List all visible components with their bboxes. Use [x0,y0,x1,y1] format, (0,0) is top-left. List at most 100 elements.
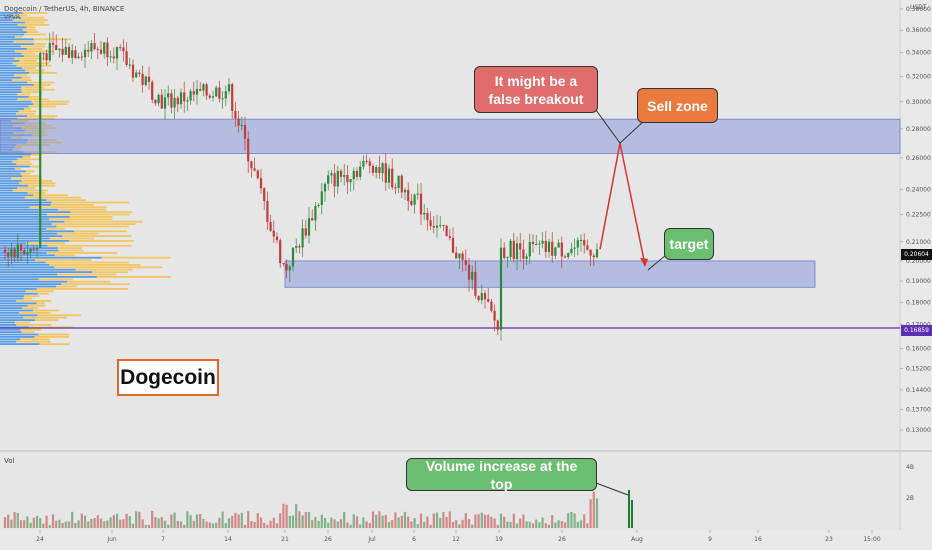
candle-body [208,95,211,98]
candle-body [266,201,269,222]
candle-body [589,249,592,256]
volume-bar [384,514,387,528]
volume-bar [461,519,464,528]
volume-profile [0,12,172,345]
vp-bar-up [0,201,52,204]
vp-bar-up [0,69,26,72]
candle-body [170,93,173,108]
candle-body [327,175,330,184]
volume-bar [547,524,551,528]
vp-bar-down [19,312,51,314]
vp-bar-up [0,91,22,93]
volume-callout: Volume increase at the top [406,458,597,492]
volume-bar [259,517,263,528]
vp-bar-up [0,16,22,19]
volume-bar [23,520,26,528]
volume-bar [77,520,80,528]
volume-bar [327,522,330,528]
y-tick-label: 0.28000 [906,126,931,133]
vp-bar-down [21,331,35,333]
vp-bar-up [0,328,21,331]
vp-bar-down [28,184,56,187]
volume-bar [32,517,35,528]
callout-pointer [647,254,667,271]
vp-bar-up [0,204,51,206]
vp-bar-up [0,184,29,187]
vp-bar-down [47,244,132,247]
vp-bar-up [0,256,102,259]
vp-bar-up [0,180,22,182]
vp-bar-up [0,319,36,321]
vp-bar-up [0,336,35,338]
candle-body [29,248,32,253]
vp-bar-down [16,163,33,165]
x-tick-label: 24 [36,536,44,543]
y-tick-label: 0.22500 [906,212,931,219]
vp-bar-down [22,175,42,177]
vp-bar-up [0,321,16,324]
volume-bar [522,514,525,528]
vp-bar-up [0,240,70,242]
vp-bar-up [0,343,40,345]
volume-bar [560,521,563,528]
volume-bar [208,522,211,528]
volume-bar [243,524,247,528]
vp-bar-down [20,328,41,331]
candle-body [211,96,215,98]
candle-body [480,293,483,301]
vp-bar-down [22,12,48,14]
volume-bar [362,517,365,528]
vp-bar-up [0,331,22,333]
candle-body [83,49,87,58]
volume-bar [394,512,397,528]
vp-bar-up [0,163,17,165]
vp-bar-down [57,208,107,211]
projection-arrows [595,109,667,496]
vp-bar-up [0,93,18,96]
volume-bar [346,522,349,528]
candle-body [493,310,496,321]
vp-bar-down [69,240,134,242]
candle-body [157,94,160,104]
volume-bar [509,522,512,528]
vp-bar-down [49,264,141,266]
volume-bar [301,515,304,528]
volume-bar [515,523,519,528]
candle-body [218,87,221,99]
volume-bar [429,524,432,528]
volume-bar [266,524,269,528]
volume-bar [269,520,272,528]
volume-bar [416,524,419,528]
volume-bar [74,522,77,528]
vp-bar-up [0,314,38,317]
candle-body [80,56,83,58]
candle-body [39,52,42,248]
vp-bar-down [92,271,128,273]
vp-bar-up [0,26,27,29]
candle-body [451,238,455,253]
volume-bar [186,511,189,528]
vp-bar-up [0,280,68,283]
volume-bar [13,512,16,528]
vp-bar-up [0,333,39,336]
candle-body [115,47,119,59]
vp-bar-up [0,216,70,218]
vp-bar-down [23,295,40,297]
volume-bar [227,518,231,528]
volume-spike [628,490,630,528]
vp-bar-down [22,307,39,309]
volume-bar [413,518,416,528]
volume-bar [234,512,237,528]
vp-bar-up [0,276,97,278]
vp-bar-down [33,38,72,41]
volume-bar [93,518,96,528]
vp-bar-down [101,256,171,259]
volume-bar [83,515,87,528]
candle-body [317,204,320,206]
vp-bar-up [0,192,28,194]
candle-body [474,271,477,296]
vp-bar-up [0,24,18,26]
candle-body [346,174,349,183]
candle-body [32,248,35,250]
